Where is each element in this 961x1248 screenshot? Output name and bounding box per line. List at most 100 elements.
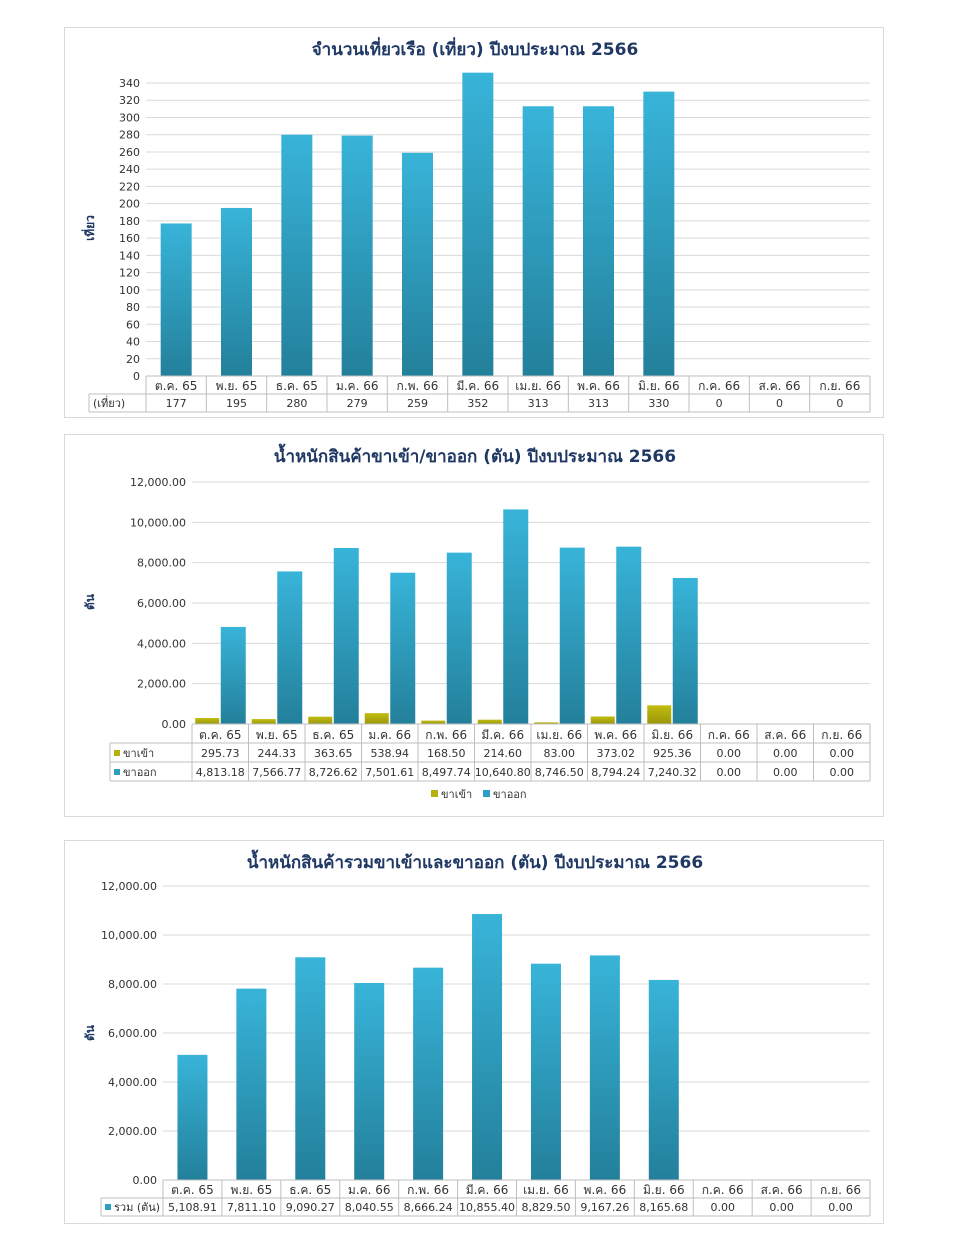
data-label: 9,090.27 <box>286 1201 335 1214</box>
chart-title: น้ำหนักสินค้าขาเข้า/ขาออก (ตัน) ปีงบประม… <box>274 443 676 467</box>
y-tick-label: 60 <box>126 318 140 331</box>
y-tick-label: 6,000.00 <box>108 1027 157 1040</box>
data-label: 195 <box>226 397 247 410</box>
data-label: 0 <box>836 397 843 410</box>
x-tick-label: มิ.ย. 66 <box>638 379 680 393</box>
bar-import <box>534 722 559 724</box>
y-tick-label: 320 <box>119 94 140 107</box>
data-label: 8,040.55 <box>345 1201 394 1214</box>
x-tick-label: พ.ค. 66 <box>594 728 637 742</box>
x-tick-label: ส.ค. 66 <box>761 1183 803 1197</box>
bar-import <box>647 705 672 724</box>
x-tick-label: ต.ค. 65 <box>171 1183 214 1197</box>
bar-export <box>672 577 698 724</box>
y-tick-label: 10,000.00 <box>130 516 186 529</box>
legend-key <box>114 769 120 775</box>
bar-export <box>559 547 585 724</box>
y-tick-label: 8,000.00 <box>137 557 186 570</box>
y-tick-label: 160 <box>119 232 140 245</box>
bar-value <box>522 106 554 377</box>
x-tick-label: พ.ค. 66 <box>584 1183 627 1197</box>
data-label: 363.65 <box>314 747 353 760</box>
data-label: 313 <box>528 397 549 410</box>
chart-title: จำนวนเที่ยวเรือ (เที่ยว) ปีงบประมาณ 2566 <box>312 37 639 60</box>
data-label: 8,666.24 <box>404 1201 453 1214</box>
data-label: 244.33 <box>258 747 297 760</box>
chart-panel-trips: จำนวนเที่ยวเรือ (เที่ยว) ปีงบประมาณ 2566… <box>64 27 884 418</box>
y-tick-label: 80 <box>126 301 140 314</box>
bar-import <box>364 713 389 724</box>
data-label: 8,497.74 <box>422 766 471 779</box>
bar-export <box>616 546 642 724</box>
bar-value <box>221 207 252 376</box>
data-label: 177 <box>166 397 187 410</box>
y-axis-label: ตัน <box>83 1024 97 1041</box>
y-tick-label: 120 <box>119 267 140 280</box>
data-label: 10,640.80 <box>475 766 531 779</box>
data-label: 373.02 <box>597 747 636 760</box>
data-label: 7,501.61 <box>365 766 414 779</box>
data-label: 7,240.32 <box>648 766 697 779</box>
bar-value <box>413 967 444 1180</box>
x-tick-label: เม.ย. 66 <box>515 379 561 393</box>
bar-value <box>160 223 192 376</box>
bar-value <box>341 135 373 376</box>
y-tick-label: 140 <box>119 249 140 262</box>
x-tick-label: ก.ค. 66 <box>698 379 740 393</box>
bar-import <box>308 716 333 724</box>
data-label: 0.00 <box>830 747 855 760</box>
trips-chart: จำนวนเที่ยวเรือ (เที่ยว) ปีงบประมาณ 2566… <box>81 37 871 413</box>
x-tick-label: ธ.ค. 65 <box>276 379 318 393</box>
bar-value <box>281 134 313 376</box>
import-export-chart: น้ำหนักสินค้าขาเข้า/ขาออก (ตัน) ปีงบประม… <box>83 443 871 801</box>
x-tick-label: ม.ค. 66 <box>348 1183 391 1197</box>
legend-swatch <box>483 790 490 797</box>
x-tick-label: เม.ย. 66 <box>523 1183 569 1197</box>
bar-value <box>472 914 503 1180</box>
x-tick-label: มี.ค. 66 <box>466 1183 509 1197</box>
y-tick-label: 300 <box>119 111 140 124</box>
data-label: 9,167.26 <box>580 1201 629 1214</box>
y-tick-label: 240 <box>119 163 140 176</box>
data-label: 83.00 <box>544 747 576 760</box>
y-tick-label: 6,000.00 <box>137 597 186 610</box>
data-label: 5,108.91 <box>168 1201 217 1214</box>
y-tick-label: 12,000.00 <box>101 880 157 893</box>
data-label: 0.00 <box>773 766 798 779</box>
bar-import <box>251 719 276 724</box>
data-label: 925.36 <box>653 747 692 760</box>
x-tick-label: มิ.ย. 66 <box>651 728 693 742</box>
x-tick-label: ธ.ค. 65 <box>312 728 354 742</box>
x-tick-label: มี.ค. 66 <box>457 379 500 393</box>
y-tick-label: 340 <box>119 77 140 90</box>
chart-panel-import-export: น้ำหนักสินค้าขาเข้า/ขาออก (ตัน) ปีงบประม… <box>64 434 884 817</box>
data-label: 259 <box>407 397 428 410</box>
bar-value <box>643 91 675 376</box>
data-label: 8,726.62 <box>309 766 358 779</box>
x-tick-label: พ.ย. 65 <box>216 379 258 393</box>
data-label: 7,566.77 <box>252 766 301 779</box>
bar-export <box>333 548 359 724</box>
data-label: 214.60 <box>484 747 523 760</box>
y-axis-label: ตัน <box>83 593 97 610</box>
data-label: 295.73 <box>201 747 240 760</box>
table-row-label: ขาออก <box>123 766 157 779</box>
y-tick-label: 100 <box>119 284 140 297</box>
x-tick-label: ก.ย. 66 <box>821 728 862 742</box>
chart-panel-total-weight: น้ำหนักสินค้ารวมขาเข้าและขาออก (ตัน) ปีง… <box>64 840 884 1224</box>
x-tick-label: ก.ค. 66 <box>702 1183 744 1197</box>
bar-export <box>503 509 529 724</box>
bar-export <box>446 552 472 724</box>
data-label: 7,811.10 <box>227 1201 276 1214</box>
x-tick-label: มิ.ย. 66 <box>643 1183 685 1197</box>
data-label: 8,746.50 <box>535 766 584 779</box>
data-label: 538.94 <box>371 747 410 760</box>
data-label: 10,855.40 <box>459 1201 515 1214</box>
table-row-label: รวม (ตัน) <box>114 1201 160 1214</box>
legend-key <box>105 1204 111 1210</box>
y-tick-label: 40 <box>126 336 140 349</box>
y-tick-label: 180 <box>119 215 140 228</box>
x-tick-label: พ.ย. 65 <box>256 728 298 742</box>
data-label: 313 <box>588 397 609 410</box>
x-tick-label: ธ.ค. 65 <box>289 1183 331 1197</box>
